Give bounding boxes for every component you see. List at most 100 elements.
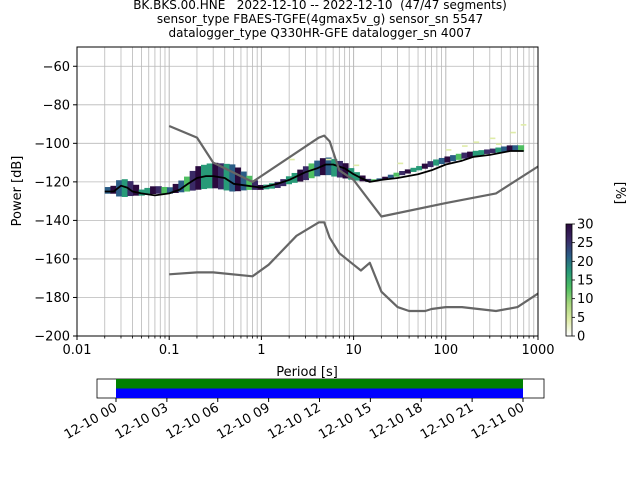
- x-tick-label: 0.01: [63, 343, 92, 358]
- density-cell: [172, 183, 179, 193]
- x-tick-label: 1: [257, 343, 265, 358]
- density-cell: [217, 163, 225, 190]
- colorbar-tick-label: 10: [577, 292, 594, 307]
- colorbar-tick-label: 30: [577, 218, 594, 233]
- time-tick-label: 12-10 18: [367, 400, 425, 442]
- density-cell: [302, 166, 309, 181]
- density-cell: [325, 157, 332, 176]
- density-cell: [397, 162, 404, 165]
- time-tick-label: 12-10 21: [418, 400, 476, 442]
- density-cell: [234, 167, 242, 192]
- density-cell: [518, 145, 525, 152]
- title-line-1: BK.BKS.00.HNE 2022-12-10 -- 2022-12-10 (…: [133, 0, 507, 12]
- density-cell: [104, 187, 111, 194]
- time-tick-label: 12-10 00: [62, 400, 120, 442]
- density-cell: [121, 179, 128, 197]
- density-cell: [489, 148, 496, 154]
- density-cell: [520, 124, 527, 126]
- density-cell: [382, 176, 389, 180]
- colorbar-tick-label: 15: [577, 274, 594, 289]
- time-tick-label: 12-11 00: [469, 400, 527, 442]
- density-cell: [510, 131, 516, 134]
- x-tick-label: 1000: [521, 343, 554, 358]
- density-cell: [155, 186, 162, 194]
- chart-title: BK.BKS.00.HNE 2022-12-10 -- 2022-12-10 (…: [0, 0, 640, 40]
- density-cell: [421, 163, 428, 169]
- density-cell: [393, 172, 400, 177]
- density-cell: [399, 170, 406, 176]
- colorbar-tick-label: 5: [577, 311, 585, 326]
- density-cell: [331, 159, 338, 177]
- density-cell: [501, 146, 508, 152]
- density-cell: [240, 171, 247, 191]
- colorbar-label: [%]: [612, 182, 627, 205]
- time-tick-label: 12-10 09: [215, 400, 273, 442]
- density-cell: [473, 141, 480, 144]
- density-cell: [110, 185, 117, 194]
- density-cell: [478, 150, 485, 156]
- noise-model-line: [168, 124, 538, 218]
- density-cell: [445, 149, 452, 151]
- time-tick-label: 12-10 12: [265, 400, 323, 442]
- density-cell: [223, 163, 230, 191]
- density-cell: [410, 167, 417, 172]
- colorbar: 0 5 10 15 20 25 30: [565, 218, 594, 345]
- density-cell: [251, 180, 259, 190]
- density-cell: [450, 155, 457, 162]
- x-axis-label: Period [s]: [276, 365, 338, 380]
- density-cell: [438, 157, 445, 165]
- y-tick-label: −100: [34, 137, 70, 152]
- y-tick-label: −160: [34, 252, 70, 267]
- y-axis-label: Power [dB]: [10, 156, 25, 227]
- x-tick-label: 100: [433, 343, 458, 358]
- series-lines: [104, 124, 538, 313]
- title-line-2: sensor_type FBAES-TGFE(4gmax5v_g) sensor…: [156, 12, 484, 26]
- density-cell: [512, 145, 519, 152]
- colorbar-tick-label: 25: [577, 236, 594, 251]
- density-cell: [348, 168, 355, 180]
- y-tick-label: −120: [34, 175, 70, 190]
- density-cell: [416, 166, 423, 171]
- density-cell: [484, 149, 491, 154]
- axes: 0.01 0.1 1 10 100 1000 −200 −180 −160 −140 −120 −10…: [34, 60, 554, 358]
- density-cell: [495, 143, 502, 145]
- colorbar-gradient: [565, 223, 573, 337]
- density-cell: [387, 174, 394, 179]
- density-cell: [427, 161, 434, 168]
- density-cell: [178, 180, 185, 193]
- colorbar-tick-label: 0: [577, 330, 585, 345]
- density-cell: [495, 147, 502, 153]
- density-cell: [246, 175, 253, 190]
- density-cell: [472, 150, 479, 157]
- title-line-3: datalogger_type Q330HR-GFE datalogger_sn…: [168, 26, 472, 40]
- density-cell: [167, 187, 174, 194]
- density-cell: [467, 151, 474, 158]
- y-tick-label: −200: [34, 330, 70, 345]
- density-cell: [342, 163, 349, 179]
- density-cell: [274, 181, 281, 188]
- mean-line: [104, 150, 524, 197]
- density-cell: [462, 145, 468, 147]
- density-cell: [133, 184, 140, 196]
- density-cell: [325, 158, 332, 161]
- density-cell: [489, 137, 496, 140]
- time-tick-label: 12-10 15: [316, 400, 374, 442]
- x-tick-label: 10: [345, 343, 362, 358]
- time-tick-label: 12-10 06: [164, 400, 222, 442]
- density-cell: [289, 158, 295, 161]
- density-cell: [161, 186, 168, 194]
- density-cell: [229, 164, 236, 192]
- y-tick-label: −180: [34, 291, 70, 306]
- plot-frame: [76, 46, 539, 337]
- density-cell: [144, 187, 151, 195]
- density-cell: [433, 159, 440, 166]
- density-cell: [506, 145, 513, 152]
- density-cell: [461, 152, 468, 159]
- y-tick-label: −80: [43, 98, 70, 113]
- y-tick-label: −140: [34, 214, 70, 229]
- density-cell: [455, 153, 462, 160]
- density-cell: [444, 156, 451, 163]
- noise-model-line: [169, 221, 538, 313]
